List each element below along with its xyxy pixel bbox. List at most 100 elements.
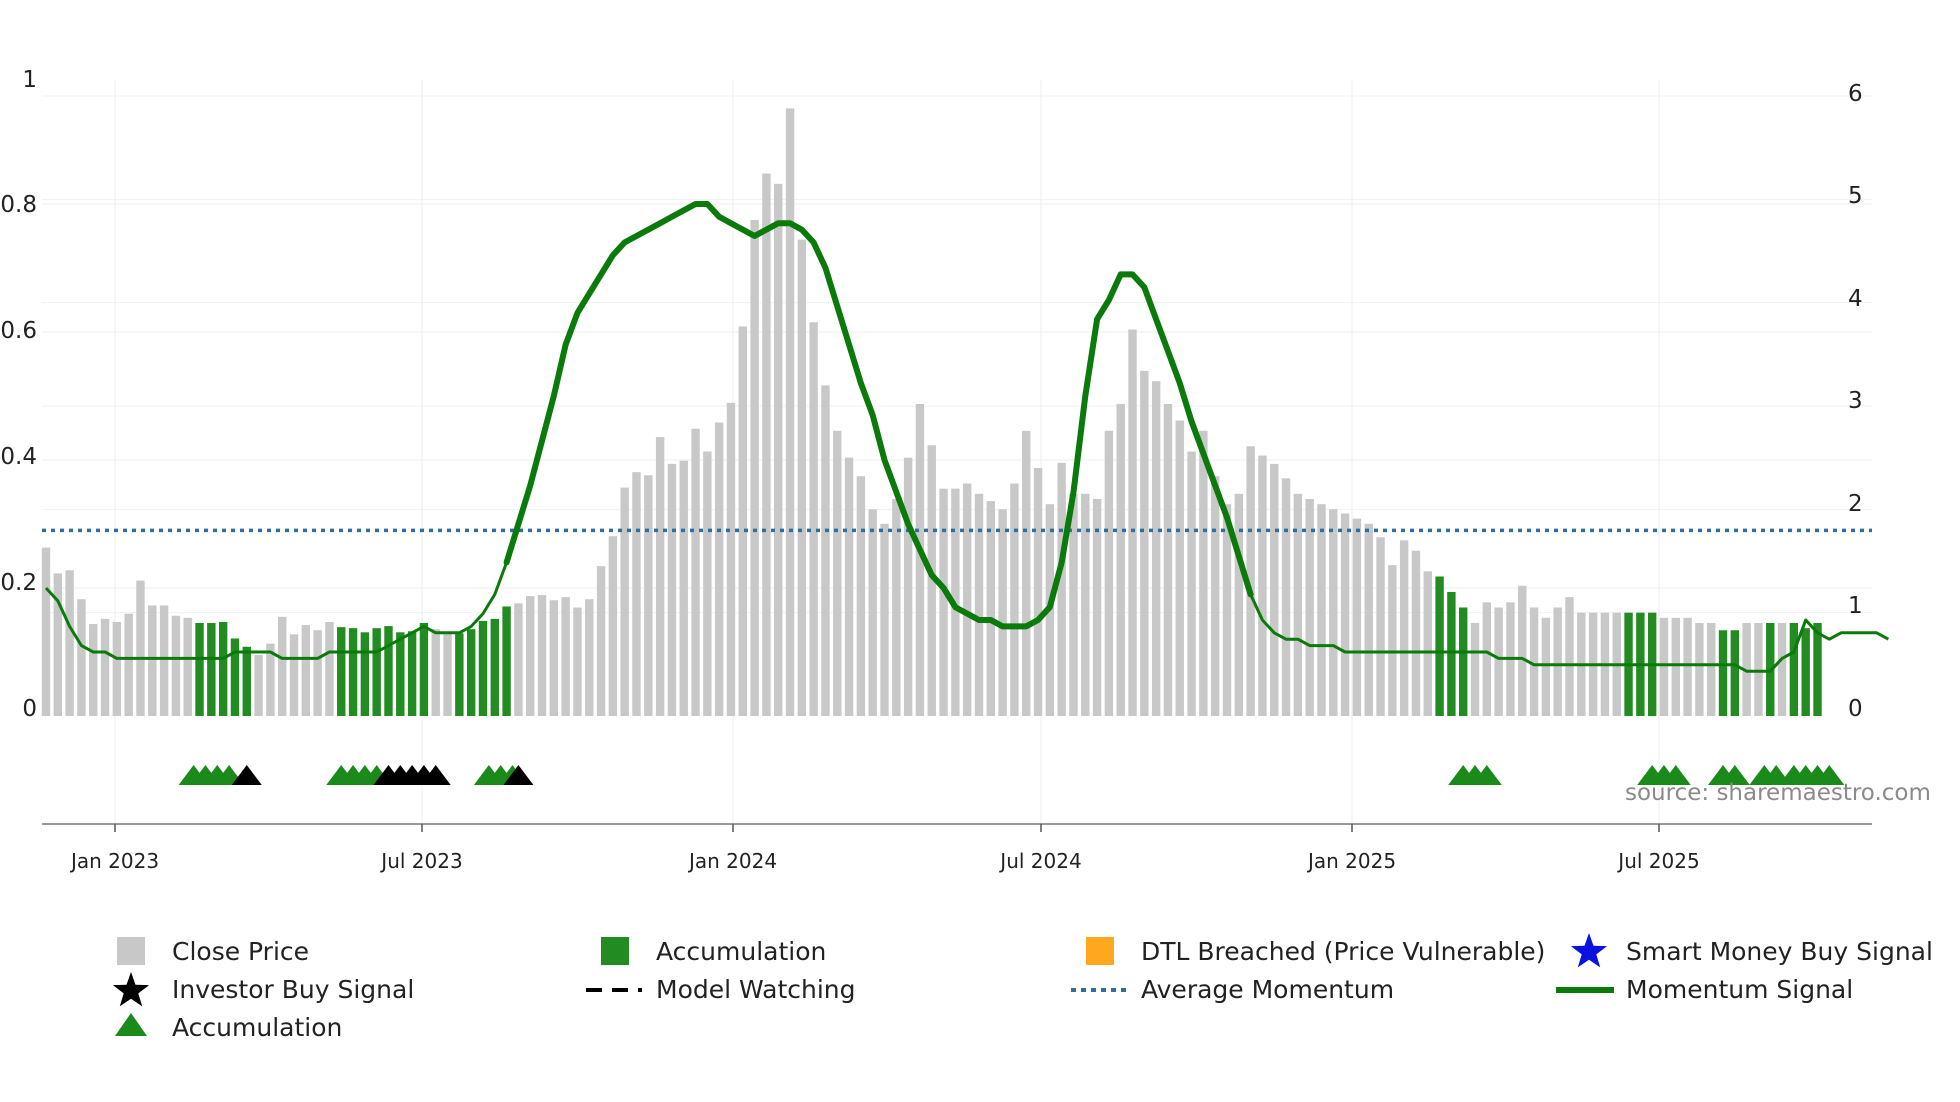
accumulation-bar <box>407 631 417 716</box>
right-tick-1: 1 <box>1848 593 1863 619</box>
price-bar <box>1671 617 1680 716</box>
price-bar <box>136 580 145 716</box>
accumulation-bar <box>337 627 346 716</box>
price-bar <box>1482 602 1492 716</box>
accumulation-bar <box>384 626 393 716</box>
investor-buy-marker <box>503 765 534 785</box>
legend-smart-money-label: Smart Money Buy Signal <box>1626 937 1933 966</box>
accumulation-bar <box>207 623 216 716</box>
accumulation-bar <box>360 632 370 716</box>
price-bar <box>1104 430 1114 716</box>
price-bar <box>171 615 181 716</box>
accumulation-bar <box>1730 630 1740 716</box>
price-bar <box>278 616 287 716</box>
legend-accumulation-bar-swatch <box>601 937 629 965</box>
price-bar <box>974 493 984 716</box>
investor-buy-marker <box>231 765 262 785</box>
left-tick-4: 0.8 <box>0 192 37 218</box>
price-bar <box>880 523 889 716</box>
price-bar <box>738 326 747 716</box>
price-bar <box>1175 420 1184 716</box>
accumulation-bar <box>1447 592 1456 716</box>
price-bar <box>159 605 169 716</box>
price-bar <box>1163 403 1173 716</box>
price-bar <box>254 655 263 716</box>
investor-buy-marker <box>420 765 451 785</box>
price-bar <box>1340 513 1350 716</box>
momentum-signal <box>44 201 1890 673</box>
accumulation-bar <box>419 623 429 716</box>
left-tick-3: 0.6 <box>0 318 37 344</box>
price-bar <box>1777 623 1787 716</box>
price-bar <box>1529 607 1539 716</box>
right-tick-0: 0 <box>1848 696 1863 722</box>
accumulation-bar <box>466 629 476 716</box>
price-bar <box>100 618 110 716</box>
price-bar <box>1057 462 1066 716</box>
price-bar <box>1659 617 1669 716</box>
legend-accumulation-marker-icon <box>115 1013 147 1036</box>
price-bar <box>785 108 795 716</box>
accumulation-bar <box>242 646 251 716</box>
price-bar <box>620 487 629 716</box>
right-tick-3: 3 <box>1848 388 1863 414</box>
price-bar <box>1565 597 1574 716</box>
accumulation-bar <box>396 632 405 716</box>
legend-close-price-swatch <box>117 937 145 965</box>
right-axis-ticks: 0 1 2 3 4 5 6 <box>1848 81 1863 722</box>
price-bar <box>1376 537 1385 716</box>
accumulation-bar <box>1718 630 1728 716</box>
legend-momentum-label: Momentum Signal <box>1626 975 1853 1004</box>
accumulation-bar <box>372 628 381 716</box>
price-bar <box>1742 623 1751 716</box>
accumulation-bar <box>490 618 499 716</box>
price-bar <box>1210 476 1220 716</box>
accumulation-bar <box>502 606 511 716</box>
accumulation-bar <box>230 638 240 716</box>
accumulation-bar <box>1801 628 1810 716</box>
price-bar <box>1246 446 1255 716</box>
accumulation-bar <box>1789 623 1799 716</box>
price-bar <box>1707 623 1716 716</box>
x-tick-4: Jan 2025 <box>1306 849 1396 873</box>
price-bar <box>1470 623 1480 716</box>
price-bar <box>939 488 948 716</box>
price-bar <box>1683 617 1692 716</box>
price-bar <box>596 566 606 716</box>
price-bar <box>726 402 736 716</box>
legend-dtl-label: DTL Breached (Price Vulnerable) <box>1141 937 1545 966</box>
price-bar <box>443 632 452 716</box>
price-bar <box>1754 623 1763 716</box>
accumulation-marker <box>1471 765 1502 785</box>
left-axis-ticks: 0 0.2 0.4 0.6 0.8 1 <box>0 67 37 722</box>
price-bar <box>608 536 618 716</box>
price-bar <box>313 630 322 716</box>
price-bar <box>1092 499 1102 716</box>
price-bar <box>703 451 712 716</box>
price-bar <box>183 617 192 716</box>
price-bar <box>431 629 440 716</box>
price-bar <box>809 322 818 716</box>
signal-markers <box>178 765 1845 785</box>
legend-model-watching-label: Model Watching <box>656 975 856 1004</box>
price-bar <box>644 475 653 716</box>
accumulation-bar <box>478 620 488 716</box>
x-tick-5: Jul 2025 <box>1616 849 1699 873</box>
price-bar <box>537 595 547 716</box>
price-bar <box>1222 504 1232 716</box>
accumulation-marker <box>1814 765 1845 785</box>
price-bar <box>561 597 570 716</box>
price-bar <box>585 599 594 716</box>
price-bar <box>1388 565 1397 716</box>
accumulation-bar <box>195 623 204 716</box>
price-bar <box>1411 550 1421 716</box>
price-bar <box>903 457 913 716</box>
left-tick-2: 0.4 <box>0 444 37 470</box>
price-bar <box>148 605 157 716</box>
price-bar <box>1423 571 1432 716</box>
accumulation-bar <box>1813 623 1822 716</box>
price-bar <box>1541 617 1551 716</box>
price-bar <box>1399 540 1409 716</box>
legend-investor-label: Investor Buy Signal <box>172 975 414 1004</box>
